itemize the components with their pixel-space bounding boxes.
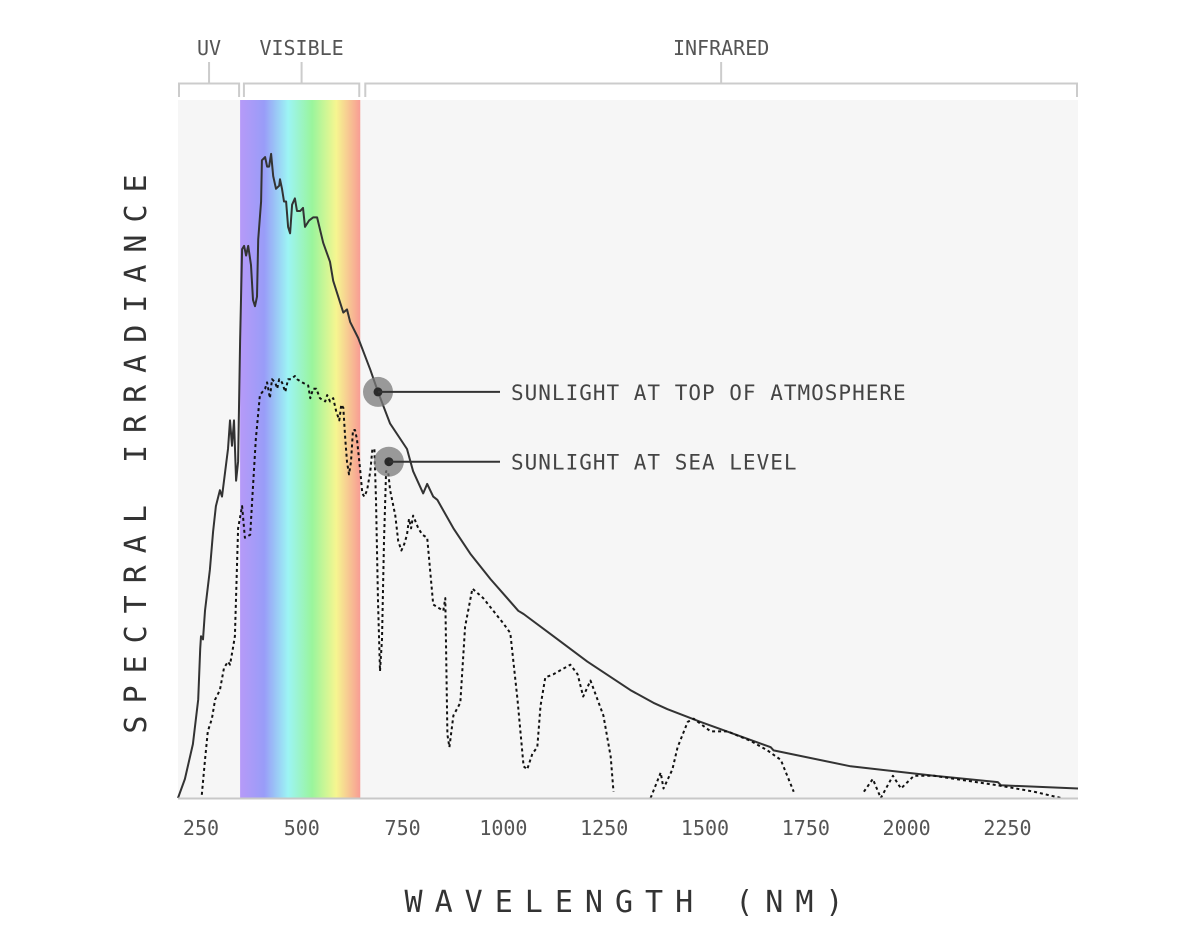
region-label-uv: UV bbox=[197, 36, 221, 60]
x-tick-label: 1250 bbox=[580, 816, 628, 840]
x-tick-label: 250 bbox=[183, 816, 219, 840]
bracket-uv bbox=[178, 62, 241, 97]
annotation-label-top-of-atmosphere: SUNLIGHT AT TOP OF ATMOSPHERE bbox=[511, 381, 907, 405]
x-tick-label: 1500 bbox=[681, 816, 729, 840]
x-tick-label: 1000 bbox=[479, 816, 527, 840]
x-tick-label: 750 bbox=[385, 816, 421, 840]
region-label-infrared: INFRARED bbox=[673, 36, 769, 60]
visible-spectrum-band bbox=[240, 100, 361, 798]
x-axis-title: WAVELENGTH (NM) bbox=[405, 885, 856, 920]
region-label-visible: VISIBLE bbox=[259, 36, 343, 60]
annotation-label-sea-level: SUNLIGHT AT SEA LEVEL bbox=[511, 451, 798, 475]
x-tick-label: 2250 bbox=[983, 816, 1031, 840]
series-top-of-atmosphere-line bbox=[177, 152, 1079, 799]
bracket-visible bbox=[242, 62, 361, 97]
series-annotations: SUNLIGHT AT TOP OF ATMOSPHERE SUNLIGHT AT… bbox=[363, 376, 907, 477]
region-brackets: UV VISIBLE INFRARED bbox=[178, 36, 1078, 97]
x-tick-label: 500 bbox=[284, 816, 320, 840]
y-axis-title: SPECTRAL IRRADIANCE bbox=[119, 162, 154, 733]
series-sea-level-line bbox=[200, 375, 1062, 799]
bracket-infrared bbox=[364, 62, 1078, 97]
x-tick-labels: 250 500 750 1000 1250 1500 1750 2000 2250 bbox=[183, 816, 1032, 840]
x-tick-label: 1750 bbox=[782, 816, 830, 840]
series-layer bbox=[177, 152, 1079, 799]
x-tick-label: 2000 bbox=[883, 816, 931, 840]
